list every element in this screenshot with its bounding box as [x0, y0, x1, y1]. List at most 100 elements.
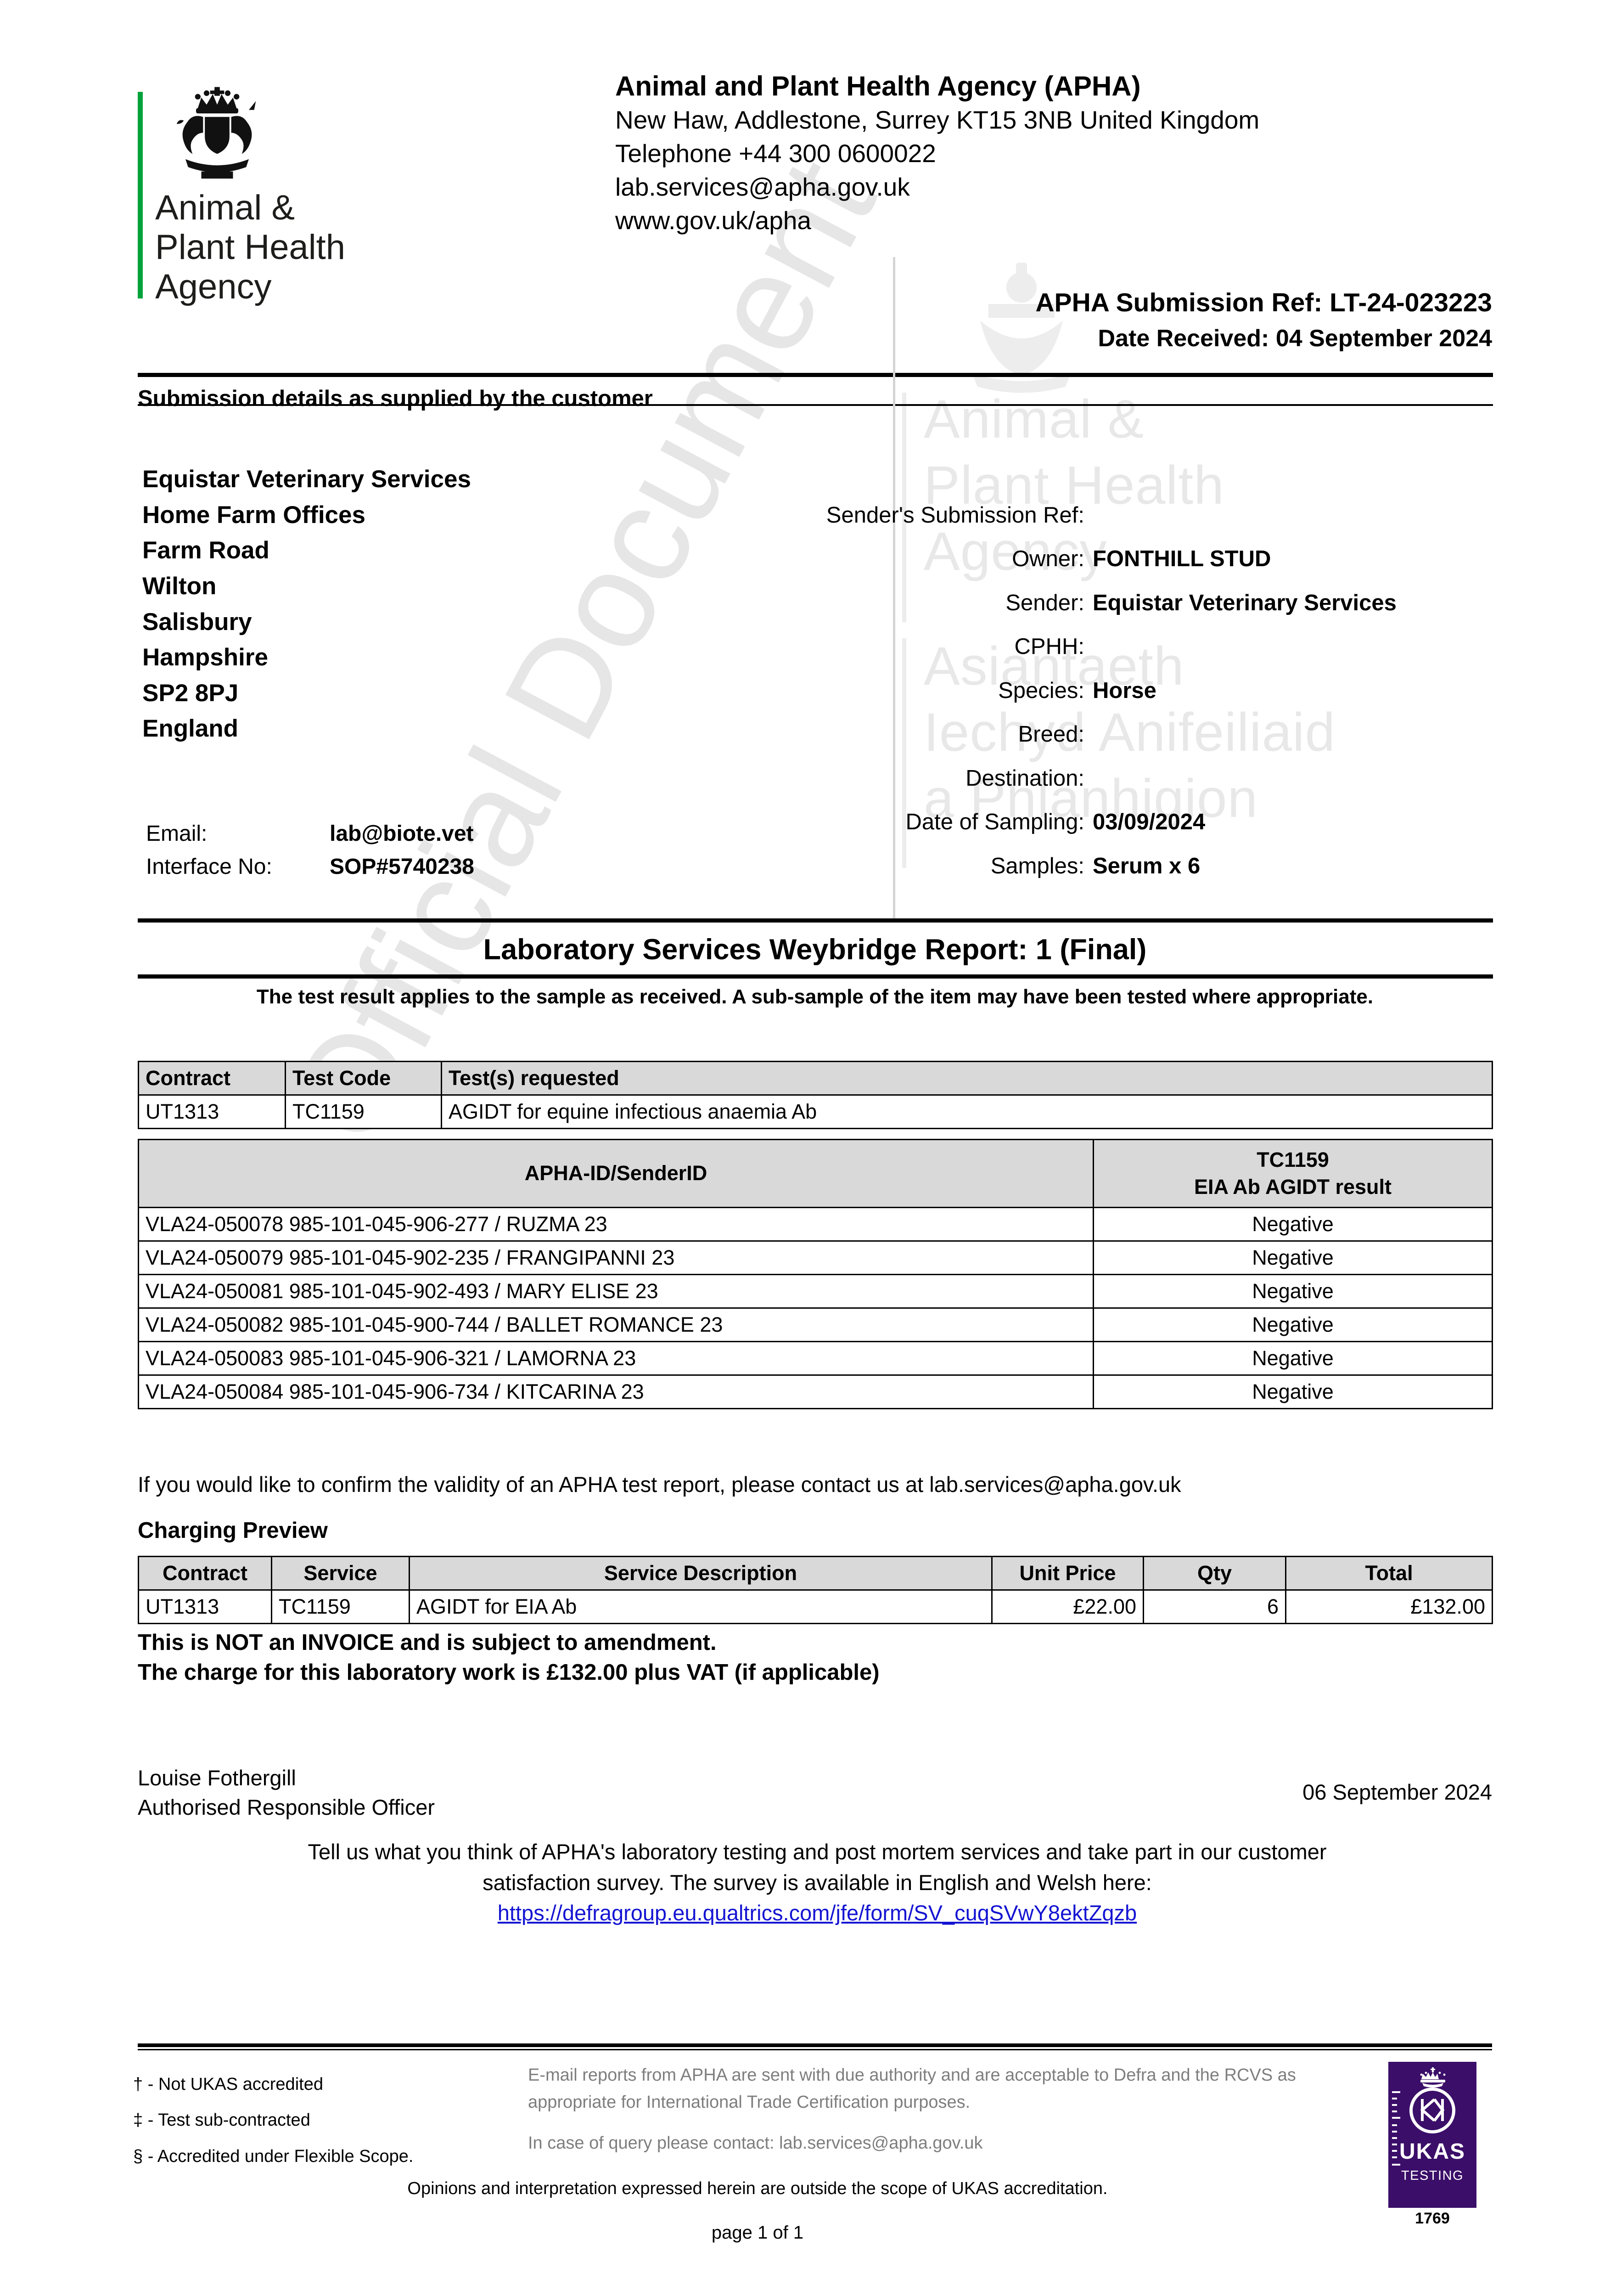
survey-line-1: Tell us what you think of APHA's laborat… [308, 1840, 1327, 1864]
td-result: Negative [1093, 1240, 1493, 1275]
field-senders-submission-ref: Sender's Submission Ref: [780, 498, 1497, 532]
survey-line-2: satisfaction survey. The survey is avail… [483, 1870, 1152, 1895]
field-label: Date of Sampling: [905, 810, 1085, 835]
footer-rule-thick [138, 2043, 1492, 2047]
email-authority-note: E-mail reports from APHA are sent with d… [528, 2062, 1331, 2157]
vertical-divider [893, 257, 895, 918]
report-rule-top [138, 918, 1493, 923]
table-row: VLA24-050082 985-101-045-900-744 / BALLE… [138, 1307, 1493, 1342]
results-table: APHA-ID/SenderID TC1159 EIA Ab AGIDT res… [138, 1139, 1493, 1409]
td-result: Negative [1093, 1341, 1493, 1376]
field-label: Owner: [1012, 546, 1084, 572]
submission-fields: Sender's Submission Ref: Owner: FONTHILL… [780, 498, 1497, 893]
customer-email-label: Email: [146, 822, 208, 846]
field-species: Species: Horse [780, 674, 1497, 708]
th-unit-price: Unit Price [991, 1556, 1144, 1591]
customer-interface-row: Interface No: SOP#5740238 [146, 850, 474, 884]
td-test-code: TC1159 [285, 1094, 442, 1129]
apha-logo-wordmark: Animal & Plant Health Agency [155, 188, 346, 306]
table-row: UT1313 TC1159 AGIDT for EIA Ab £22.00 6 … [138, 1589, 1493, 1624]
agency-contact-block: Animal and Plant Health Agency (APHA) Ne… [615, 69, 1487, 238]
charging-preview-table: Contract Service Service Description Uni… [138, 1556, 1493, 1624]
signatory-role: Authorised Responsible Officer [138, 1795, 435, 1819]
th-contract: Contract [138, 1556, 272, 1591]
customer-interface-value: SOP#5740238 [330, 855, 474, 879]
survey-link[interactable]: https://defragroup.eu.qualtrics.com/jfe/… [497, 1901, 1137, 1925]
agency-name: Animal and Plant Health Agency (APHA) [615, 71, 1141, 101]
td-unit-price: £22.00 [991, 1589, 1144, 1624]
ukas-scale-ticks-icon [1392, 2091, 1400, 2171]
th-contract: Contract [138, 1061, 286, 1096]
th-qty: Qty [1143, 1556, 1286, 1591]
td-total: £132.00 [1285, 1589, 1493, 1624]
apha-logo: Animal & Plant Health Agency [138, 73, 422, 312]
field-label: Breed: [1018, 722, 1084, 747]
ukas-testing-label: TESTING [1401, 2168, 1464, 2183]
td-service-description: AGIDT for EIA Ab [409, 1589, 993, 1624]
ukas-logo: UKAS TESTING 1769 [1388, 2062, 1476, 2232]
td-contract: UT1313 [138, 1094, 286, 1129]
table-row: UT1313 TC1159 AGIDT for equine infectiou… [138, 1094, 1493, 1129]
table-header-row: Contract Service Service Description Uni… [138, 1556, 1493, 1591]
charging-preview-header: Charging Preview [138, 1518, 328, 1543]
field-label: CPHH: [1014, 634, 1084, 659]
agency-telephone: Telephone +44 300 0600022 [615, 139, 936, 168]
royal-crest-icon [164, 82, 270, 187]
td-test-description: AGIDT for equine infectious anaemia Ab [441, 1094, 1493, 1129]
th-test-result: TC1159 EIA Ab AGIDT result [1093, 1139, 1493, 1208]
date-received: Date Received: 04 September 2024 [1098, 325, 1492, 352]
table-row: VLA24-050078 985-101-045-906-277 / RUZMA… [138, 1207, 1493, 1242]
field-breed: Breed: [780, 717, 1497, 751]
field-label: Sender's Submission Ref: [826, 503, 1084, 528]
td-qty: 6 [1143, 1589, 1286, 1624]
signature-block: Louise Fothergill Authorised Responsible… [138, 1763, 435, 1822]
td-sample-id: VLA24-050078 985-101-045-906-277 / RUZMA… [138, 1207, 1094, 1242]
charging-notes: This is NOT an INVOICE and is subject to… [138, 1628, 880, 1688]
table-header-row: Contract Test Code Test(s) requested [138, 1061, 1493, 1096]
field-value: Equistar Veterinary Services [1093, 590, 1397, 615]
field-cphh: CPHH: [780, 630, 1497, 664]
email-note-para-2: In case of query please contact: lab.ser… [528, 2133, 983, 2153]
table-row: VLA24-050084 985-101-045-906-734 / KITCA… [138, 1374, 1493, 1409]
survey-invite: Tell us what you think of APHA's laborat… [152, 1837, 1483, 1929]
field-samples: Samples: Serum x 6 [780, 849, 1497, 883]
email-note-para-1: E-mail reports from APHA are sent with d… [528, 2065, 1296, 2112]
agency-address: New Haw, Addlestone, Surrey KT15 3NB Uni… [615, 106, 1260, 134]
submission-details-header: Submission details as supplied by the cu… [138, 386, 653, 411]
table-row: VLA24-050083 985-101-045-906-321 / LAMOR… [138, 1341, 1493, 1376]
customer-email-value: lab@biote.vet [330, 822, 474, 846]
table-header-row: APHA-ID/SenderID TC1159 EIA Ab AGIDT res… [138, 1139, 1493, 1208]
ukas-crown-icon [1417, 2067, 1449, 2089]
td-sample-id: VLA24-050079 985-101-045-902-235 / FRANG… [138, 1240, 1094, 1275]
field-label: Destination: [965, 765, 1084, 791]
field-date-of-sampling: Date of Sampling: 03/09/2024 [780, 805, 1497, 839]
table-row: VLA24-050079 985-101-045-902-235 / FRANG… [138, 1240, 1493, 1275]
th-service: Service [271, 1556, 410, 1591]
field-sender: Sender: Equistar Veterinary Services [780, 586, 1497, 620]
not-an-invoice-note: This is NOT an INVOICE and is subject to… [138, 1630, 717, 1655]
page-number: page 1 of 1 [711, 2223, 804, 2243]
field-destination: Destination: [780, 761, 1497, 795]
footnote-sub-contracted: ‡ - Test sub-contracted [133, 2110, 310, 2130]
field-owner: Owner: FONTHILL STUD [780, 542, 1497, 576]
footer-rule-thin [138, 2049, 1492, 2050]
th-test-desc: EIA Ab AGIDT result [1194, 1175, 1392, 1199]
td-result: Negative [1093, 1207, 1493, 1242]
charge-total-note: The charge for this laboratory work is £… [138, 1660, 880, 1685]
th-total: Total [1285, 1556, 1493, 1591]
field-label: Sender: [1005, 590, 1084, 615]
tests-requested-table: Contract Test Code Test(s) requested UT1… [138, 1061, 1493, 1129]
customer-address: Equistar Veterinary Services Home Farm O… [142, 466, 471, 743]
td-sample-id: VLA24-050082 985-101-045-900-744 / BALLE… [138, 1307, 1094, 1342]
th-service-description: Service Description [409, 1556, 993, 1591]
ukas-monogram-icon [1415, 2092, 1450, 2128]
field-value: 03/09/2024 [1093, 810, 1206, 835]
signature-date: 06 September 2024 [1302, 1780, 1492, 1804]
table-row: VLA24-050081 985-101-045-902-493 / MARY … [138, 1274, 1493, 1309]
customer-interface-label: Interface No: [146, 855, 272, 879]
submission-ref-block: APHA Submission Ref: LT-24-023223 Date R… [689, 285, 1492, 356]
th-test-code: TC1159 [1257, 1148, 1329, 1171]
header-rule-thin [138, 404, 1493, 406]
td-service: TC1159 [271, 1589, 410, 1624]
agency-email: lab.services@apha.gov.uk [615, 173, 910, 202]
